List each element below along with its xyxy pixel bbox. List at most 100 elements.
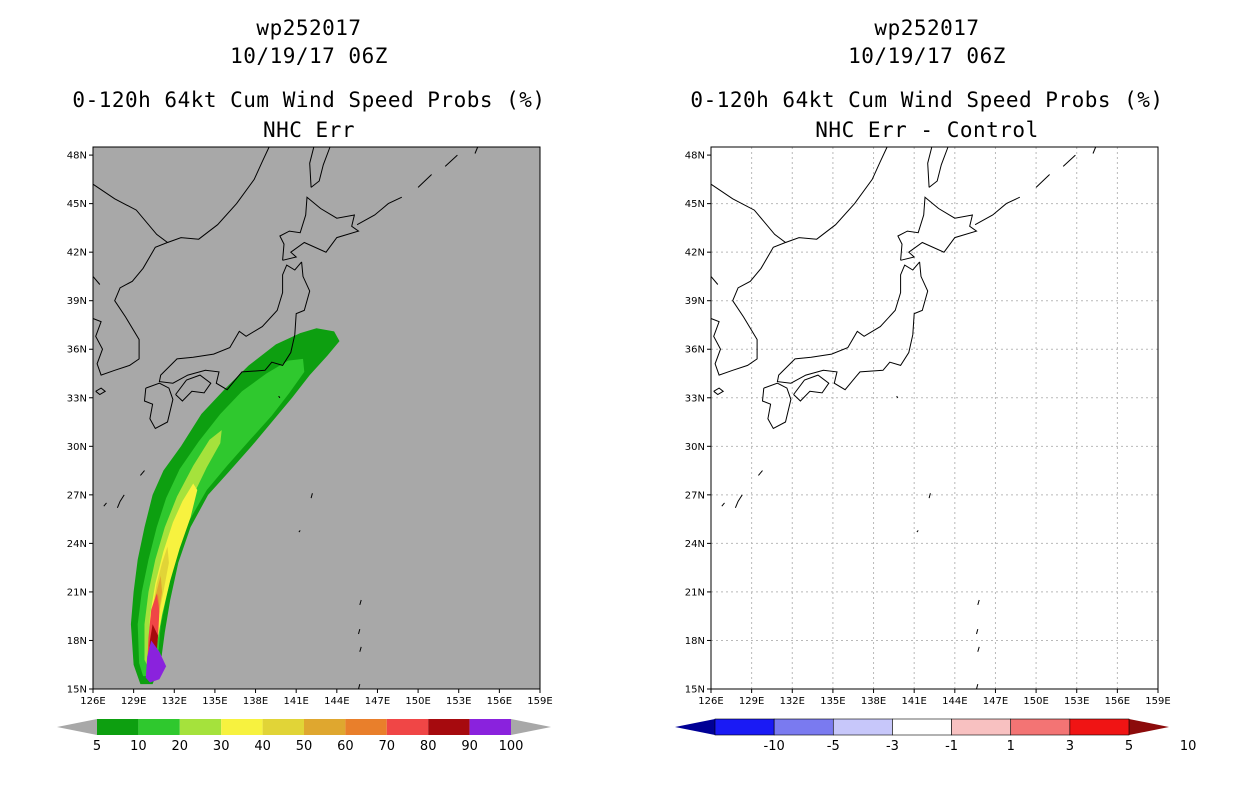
coastline	[793, 374, 830, 402]
lat-tick-label: 39N	[67, 296, 87, 307]
colorbar-label: -3	[886, 739, 899, 754]
colorbar-high-arrow	[1129, 719, 1169, 735]
colorbar-swatch	[1069, 718, 1130, 736]
probability-contour-90	[145, 640, 167, 683]
lon-tick-label: 138E	[861, 696, 886, 707]
probability-contour-30	[148, 483, 198, 660]
lon-tick-label: 126E	[80, 696, 105, 707]
coastline	[356, 196, 403, 226]
left-map-panel: wp252017 10/19/17 06Z 0-120h 64kt Cum Wi…	[57, 16, 553, 754]
lat-tick-label: 45N	[67, 199, 87, 210]
coastline	[897, 196, 978, 261]
coastline	[310, 493, 313, 499]
colorbar-label: 5	[1125, 739, 1133, 754]
lat-tick-label: 18N	[67, 636, 87, 647]
lat-tick-label: 24N	[685, 539, 705, 550]
coastline	[158, 261, 311, 391]
product-title: 0-120h 64kt Cum Wind Speed Probs (%)	[690, 88, 1164, 112]
lat-tick-label: 18N	[685, 636, 705, 647]
coastline	[928, 146, 949, 188]
lat-tick-label: 48N	[685, 151, 705, 162]
lat-tick-label: 30N	[685, 442, 705, 453]
colorbar-label: 3	[1066, 739, 1074, 754]
lon-tick-label: 159E	[1145, 696, 1170, 707]
coastline	[310, 146, 331, 188]
lat-tick-label: 30N	[67, 442, 87, 453]
colorbar-label: 80	[420, 739, 437, 754]
coastline	[474, 146, 479, 154]
product-title: 0-120h 64kt Cum Wind Speed Probs (%)	[72, 88, 546, 112]
coastline	[175, 374, 212, 402]
coastline	[1035, 174, 1050, 188]
lon-tick-label: 153E	[446, 696, 471, 707]
colorbar: 5 10 20 30 40 50 60 70 80 90 100	[57, 719, 551, 754]
coastline	[977, 646, 980, 652]
lon-tick-label: 150E	[1023, 696, 1048, 707]
coastline	[713, 387, 725, 396]
coastline	[758, 470, 763, 476]
map-frame: 126E 129E 132E 135E 138E 141E 144E 147E 150E 153E…	[67, 146, 553, 707]
lat-tick-label: 36N	[67, 345, 87, 356]
coastline	[298, 530, 301, 533]
lon-tick-label: 141E	[901, 696, 926, 707]
colorbar: -10 -5 -3 -1 1 3 5 10	[675, 718, 1197, 754]
coastline	[974, 196, 1021, 226]
lon-tick-label: 129E	[121, 696, 146, 707]
coastline	[103, 502, 107, 507]
coastline	[116, 494, 125, 508]
lon-tick-label: 147E	[983, 696, 1008, 707]
coastline	[278, 395, 281, 399]
colorbar-label: 50	[296, 739, 313, 754]
datetime-title: 10/19/17 06Z	[848, 44, 1006, 68]
variant-title: NHC Err	[262, 118, 355, 142]
lat-tick-label: 36N	[685, 345, 705, 356]
coastline	[710, 276, 719, 285]
colorbar-swatch	[951, 718, 1012, 736]
colorbar-label: 10	[130, 739, 147, 754]
colorbar-swatch	[386, 719, 429, 735]
lat-tick-label: 27N	[685, 490, 705, 501]
lon-tick-label: 135E	[202, 696, 227, 707]
coastline	[143, 382, 174, 430]
lon-tick-label: 156E	[1105, 696, 1130, 707]
colorbar-swatch	[469, 719, 511, 735]
colorbar-label: -1	[945, 739, 958, 754]
coastline	[309, 146, 315, 188]
lon-tick-label: 129E	[739, 696, 764, 707]
colorbar-label: 30	[213, 739, 230, 754]
coastline	[358, 628, 361, 635]
coastline	[444, 154, 458, 167]
colorbar-swatch	[138, 719, 180, 735]
coastline	[785, 146, 888, 243]
variant-title: NHC Err - Control	[815, 118, 1039, 142]
colorbar-swatch	[428, 719, 470, 735]
colorbar-label: 10	[1180, 739, 1197, 754]
coastline	[776, 261, 929, 391]
coastline	[928, 493, 931, 499]
colorbar-swatch	[345, 719, 387, 735]
lon-tick-label: 150E	[405, 696, 430, 707]
lat-tick-label: 27N	[67, 490, 87, 501]
lon-tick-label: 132E	[162, 696, 187, 707]
lat-tick-label: 45N	[685, 199, 705, 210]
coastline	[977, 599, 980, 606]
plot-border	[92, 146, 541, 690]
coastline	[359, 646, 362, 652]
lon-tick-label: 132E	[780, 696, 805, 707]
colorbar-swatch	[304, 719, 346, 735]
colorbar-label: 70	[379, 739, 396, 754]
lat-tick-label: 15N	[67, 685, 87, 696]
plot-border	[710, 146, 1159, 690]
coastline	[927, 146, 933, 188]
difference-map: 126E 129E 132E 135E 138E 141E 144E 147E 150E 153E…	[675, 146, 1197, 754]
coastline	[95, 387, 107, 396]
lat-tick-label: 48N	[67, 151, 87, 162]
colorbar-low-arrow	[57, 719, 97, 735]
coastline	[1092, 146, 1097, 154]
lat-tick-label: 15N	[685, 685, 705, 696]
lat-tick-label: 42N	[67, 248, 87, 259]
coastline	[167, 146, 270, 243]
colorbar-high-arrow	[511, 719, 551, 735]
coastline	[976, 628, 979, 635]
colorbar-swatch	[1010, 718, 1071, 736]
